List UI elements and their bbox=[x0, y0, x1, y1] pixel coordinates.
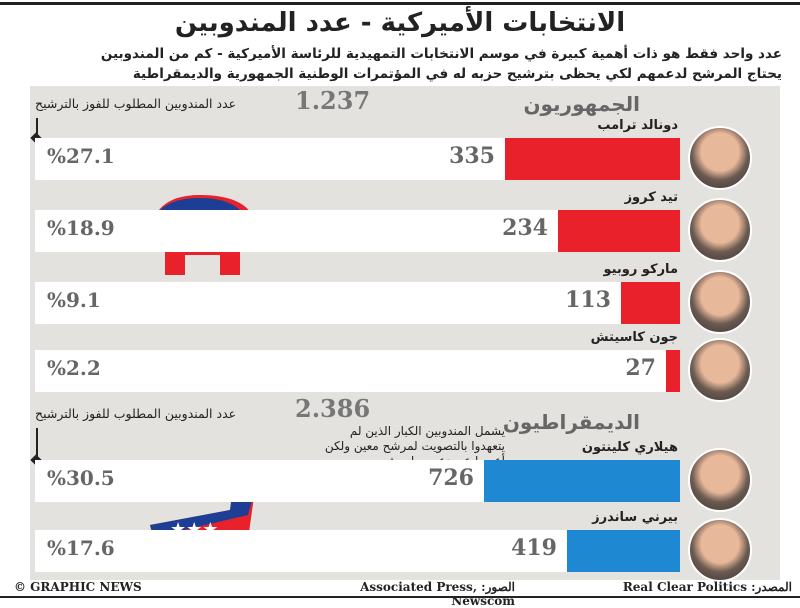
footer-copyright: © GRAPHIC NEWS bbox=[14, 580, 142, 594]
candidate-row: 113 %9.1 bbox=[35, 282, 680, 324]
percent-of-required: %30.5 bbox=[47, 466, 115, 490]
subtitle-line-1: عدد واحد فقط هو ذات أهمية كبيرة في موسم … bbox=[100, 46, 782, 62]
footer-source: المصدر: Real Clear Politics bbox=[622, 580, 792, 594]
delegate-count: 335 bbox=[449, 143, 495, 169]
required-democrat: 2.386 bbox=[295, 394, 371, 423]
candidate-row: 726 %30.5 bbox=[35, 460, 680, 502]
percent-of-required: %27.1 bbox=[47, 144, 115, 168]
chart-title: الانتخابات الأميركية - عدد المندوبين bbox=[174, 8, 626, 38]
party-label-republican: الجمهوريون bbox=[523, 92, 640, 116]
percent-of-required: %17.6 bbox=[47, 536, 115, 560]
threshold-marker-republican bbox=[36, 118, 38, 138]
candidate-name: تيد كروز bbox=[624, 190, 678, 205]
candidate-row: 27 %2.2 bbox=[35, 350, 680, 392]
candidate-name: ماركو روبيو bbox=[603, 262, 678, 277]
required-republican: 1.237 bbox=[295, 86, 371, 115]
subtitle-line-2: يحتاج المرشح لدعمهم لكي يحظى بترشيح حزبه… bbox=[132, 66, 782, 82]
candidate-name: هيلاري كلينتون bbox=[581, 440, 678, 455]
delegate-count: 726 bbox=[428, 465, 474, 491]
candidate-row: 234 %18.9 bbox=[35, 210, 680, 252]
percent-of-required: %18.9 bbox=[47, 216, 115, 240]
party-label-democrat: الديمقراطيون bbox=[502, 410, 640, 434]
candidate-row: 335 %27.1 bbox=[35, 138, 680, 180]
delegate-bar bbox=[484, 460, 680, 502]
required-label-democrat: عدد المندوبين المطلوب للفوز بالترشيح bbox=[35, 406, 237, 421]
percent-of-required: %9.1 bbox=[47, 288, 101, 312]
candidate-name: جون كاسيتش bbox=[590, 330, 678, 345]
top-rule bbox=[0, 2, 800, 5]
candidate-photo bbox=[688, 338, 752, 402]
candidate-row: 419 %17.6 bbox=[35, 530, 680, 572]
candidate-photo bbox=[688, 270, 752, 334]
delegate-bar bbox=[505, 138, 680, 180]
candidate-name: دونالد ترامب bbox=[597, 118, 678, 133]
delegate-count: 113 bbox=[565, 287, 611, 313]
candidate-photo bbox=[688, 518, 752, 582]
delegate-bar bbox=[558, 210, 680, 252]
delegate-bar bbox=[666, 350, 680, 392]
candidate-photo bbox=[688, 448, 752, 512]
delegate-bar bbox=[621, 282, 680, 324]
percent-of-required: %2.2 bbox=[47, 356, 101, 380]
footer-photos: الصور: Associated Press, Newscom bbox=[360, 580, 515, 608]
bottom-rule bbox=[0, 596, 800, 598]
candidate-photo bbox=[688, 126, 752, 190]
candidate-name: بيرني ساندرز bbox=[592, 510, 678, 525]
delegate-count: 419 bbox=[511, 535, 557, 561]
delegate-count: 234 bbox=[502, 215, 548, 241]
candidate-photo bbox=[688, 198, 752, 262]
delegate-count: 27 bbox=[625, 355, 656, 381]
required-label-republican: عدد المندوبين المطلوب للفوز بالترشيح bbox=[35, 96, 237, 111]
threshold-marker-democrat bbox=[36, 428, 38, 460]
delegate-bar bbox=[567, 530, 680, 572]
